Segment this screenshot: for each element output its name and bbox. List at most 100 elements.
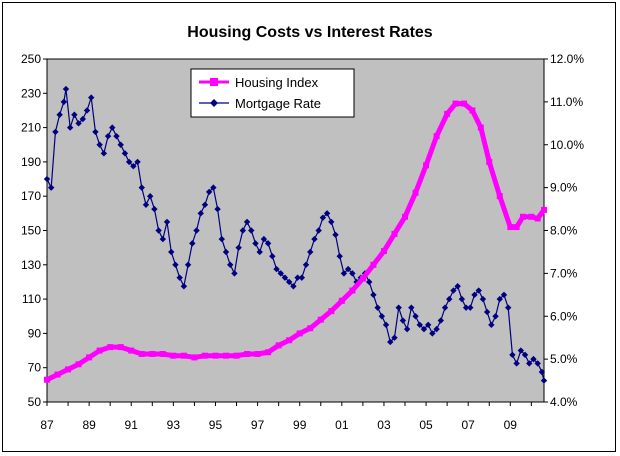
housing-index-point: [159, 350, 166, 357]
mortgage-rate-point: [121, 150, 129, 157]
mortgage-rate-point: [349, 270, 356, 277]
mortgage-rate-point: [252, 240, 259, 247]
mortgage-rate-point: [462, 304, 470, 311]
housing-index-point: [86, 354, 93, 361]
mortgage-rate-point: [243, 218, 251, 226]
mortgage-rate-point: [391, 334, 398, 341]
legend-box: [190, 68, 355, 118]
mortgage-rate-point: [534, 360, 541, 367]
y-right-tick-label: 8.0%: [550, 224, 578, 238]
x-tick-label: 97: [251, 418, 265, 432]
y-right-tick-label: 5.0%: [550, 352, 578, 366]
mortgage-rate-point: [155, 227, 162, 234]
housing-index-point: [380, 248, 387, 255]
mortgage-rate-point: [408, 304, 415, 311]
housing-index-point: [44, 376, 50, 383]
housing-index-point: [191, 354, 198, 361]
housing-index-point: [486, 158, 493, 165]
mortgage-rate-point: [60, 98, 68, 106]
mortgage-rate-point: [433, 325, 440, 333]
y-right-tick-label: 11.0%: [550, 95, 583, 109]
housing-index-point: [286, 337, 293, 344]
mortgage-rate-point: [163, 218, 171, 226]
mortgage-rate-point: [43, 175, 51, 183]
mortgage-rate-point: [378, 313, 386, 320]
mortgage-rate-point: [540, 377, 548, 384]
mortgage-rate-point: [125, 158, 133, 166]
x-tick-label: 95: [209, 418, 223, 432]
mortgage-rate-point: [315, 227, 322, 234]
axes-layer: 50 70 90 110 130 150 170 190 210 230 250 4.0% 5.0% 6.…: [21, 52, 584, 432]
legend: Housing Index Mortgage Rate: [190, 68, 355, 118]
mortgage-rate-point: [504, 304, 512, 311]
x-tick-label: 07: [462, 418, 476, 432]
mortgage-rate-point: [83, 107, 91, 114]
mortgage-rate-point: [416, 321, 423, 329]
mortgage-rate-point: [256, 248, 263, 256]
mortgage-rate-point: [130, 162, 137, 170]
housing-index-point: [201, 352, 208, 359]
y-left-tick-label: 190: [21, 155, 41, 169]
mortgage-rate-point: [176, 274, 183, 281]
housing-index-point: [433, 133, 440, 140]
housing-index-point: [534, 215, 541, 222]
mortgage-rate-point: [52, 128, 59, 136]
y-left-tick-label: 50: [28, 395, 42, 409]
y-left-tick-label: 170: [21, 189, 41, 203]
y-left-tick-label: 70: [28, 361, 42, 375]
housing-index-point: [338, 297, 345, 304]
mortgage-rate-point: [117, 141, 124, 148]
mortgage-rate-point: [399, 317, 407, 324]
housing-index-point: [460, 100, 467, 107]
housing-index-point: [444, 110, 451, 117]
housing-index-point: [107, 344, 114, 351]
mortgage-rate-point: [71, 111, 78, 118]
mortgage-rate-point: [446, 295, 453, 303]
y-right-tick-label: 9.0%: [550, 181, 578, 195]
housing-index-point: [244, 350, 251, 357]
mortgage-rate-point: [513, 360, 520, 367]
mortgage-rate-point: [298, 274, 306, 281]
housing-index-point: [254, 350, 261, 357]
housing-index-point: [265, 349, 272, 356]
y-left-tick-label: 230: [21, 86, 41, 100]
x-tick-label: 01: [335, 418, 349, 432]
mortgage-rate-point: [104, 132, 112, 140]
mortgage-rate-point: [441, 304, 449, 311]
housing-index-point: [370, 261, 377, 268]
mortgage-rate-point: [248, 227, 255, 234]
y-right-tick-label: 7.0%: [550, 266, 578, 280]
y-left-tick-label: 210: [21, 121, 41, 135]
mortgage-rate-point: [96, 141, 103, 148]
housing-index-point: [541, 206, 547, 213]
mortgage-rate-point: [319, 214, 327, 221]
housing-index-point: [496, 193, 503, 200]
mortgage-rate-point: [323, 210, 331, 217]
mortgage-rate-point: [88, 94, 95, 101]
housing-index-point: [477, 124, 484, 131]
housing-index-point: [328, 308, 335, 315]
legend-mortgage-marker: [210, 99, 218, 107]
housing-index-point: [349, 287, 356, 294]
mortgage-rate-point: [538, 368, 546, 376]
mortgage-rate-point: [366, 278, 373, 286]
mortgage-rate-point: [509, 351, 516, 359]
housing-index-point: [65, 366, 72, 373]
mortgage-rate-point: [205, 188, 213, 196]
mortgage-rate-point: [483, 308, 491, 316]
x-tick-label: 09: [504, 418, 518, 432]
mortgage-rate-point: [277, 270, 284, 277]
housing-index-point: [54, 371, 61, 378]
housing-index-point: [317, 316, 324, 323]
y-left-tick-label: 130: [21, 258, 41, 272]
mortgage-rate-point: [231, 270, 238, 277]
mortgage-rate-point: [387, 338, 394, 346]
mortgage-rate-point: [92, 128, 99, 136]
mortgage-rate-point: [146, 193, 154, 200]
housing-index-point: [128, 347, 135, 354]
mortgage-rate-point: [382, 321, 390, 329]
housing-index-point: [296, 330, 303, 337]
mortgage-rate-point: [113, 132, 120, 140]
chart-title: Housing Costs vs Interest Rates: [187, 24, 433, 41]
